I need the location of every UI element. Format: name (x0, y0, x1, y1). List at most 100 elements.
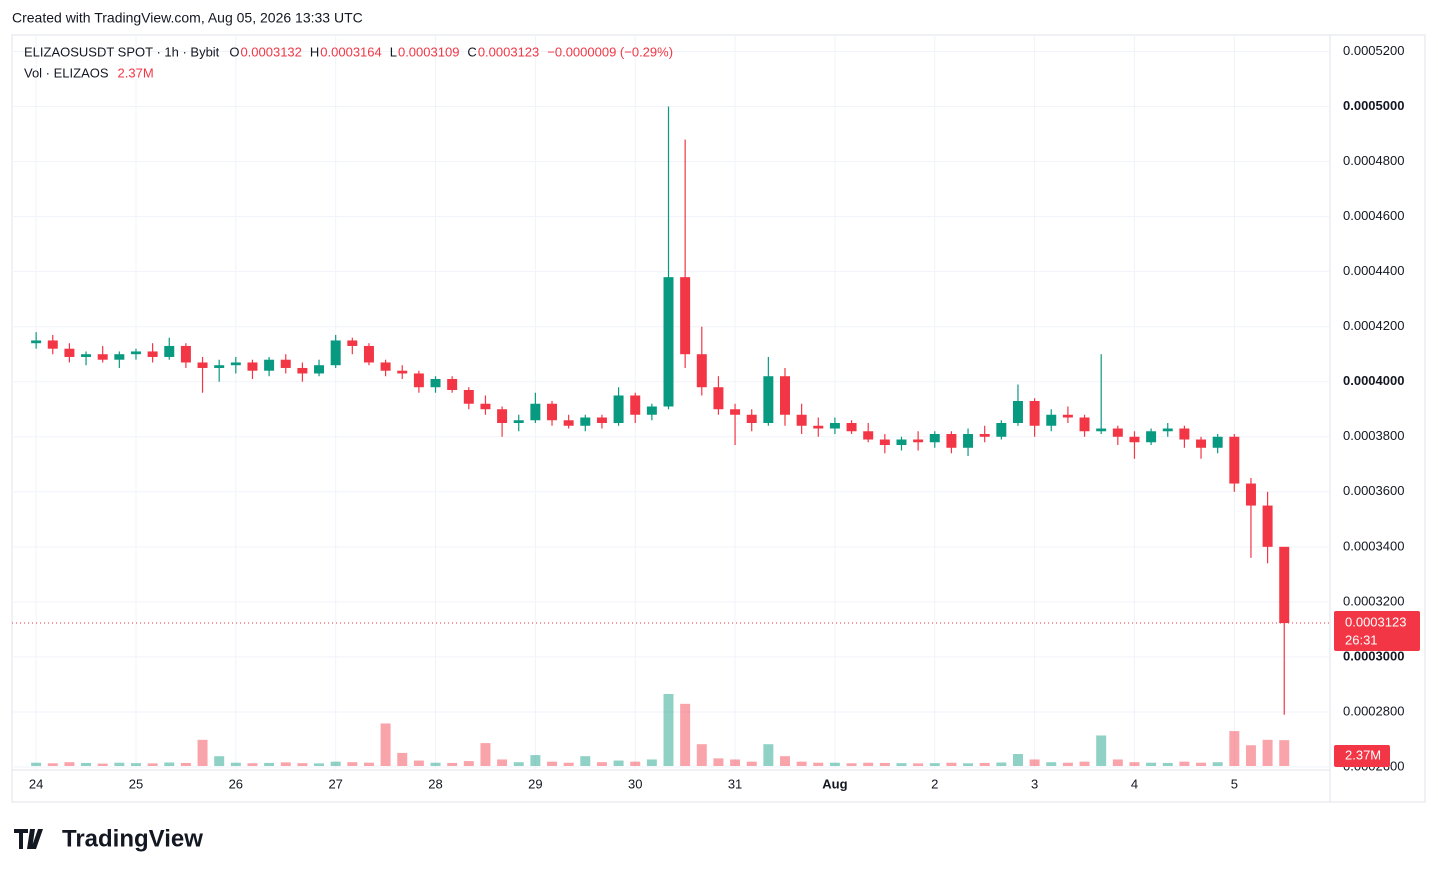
candle-body (713, 387, 724, 410)
volume-name: Vol · ELIZAOS (24, 65, 109, 80)
candle-body (363, 345, 374, 363)
plot-area (12, 35, 1330, 770)
candle-body (530, 403, 541, 421)
candle-body (863, 431, 874, 440)
volume-bar (31, 762, 42, 766)
volume-bar (1229, 731, 1240, 766)
footer-credit: Created with TradingView.com, Aug 05, 20… (12, 10, 363, 26)
candle-body (1046, 414, 1057, 426)
x-tick-label: 4 (1131, 776, 1138, 791)
volume-bar (1079, 761, 1090, 766)
volume-bar (164, 762, 175, 766)
volume-bar (114, 762, 125, 766)
chart-frame (11, 34, 1426, 803)
volume-bar (996, 762, 1007, 766)
candle-body (1096, 428, 1107, 432)
x-tick-label: 2 (931, 776, 938, 791)
volume-bar (963, 763, 974, 766)
candle-body (47, 340, 58, 349)
candle-body (31, 340, 42, 344)
candle-body (580, 417, 591, 426)
candle-body (896, 439, 907, 446)
candle-body (1212, 436, 1223, 448)
logo: TradingView (14, 825, 203, 852)
volume-bar (247, 763, 258, 766)
candle-body (1162, 428, 1173, 432)
candle-body (164, 345, 175, 357)
volume-bar (1245, 745, 1256, 766)
candle-body (680, 277, 691, 355)
volume-bar (563, 762, 574, 766)
volume-bar (1196, 762, 1207, 766)
volume-bar (1279, 740, 1290, 766)
candle-body (463, 389, 474, 404)
candle-body (147, 351, 158, 357)
volume-value: 2.37M (118, 65, 154, 80)
candle-body (979, 434, 990, 437)
volume-badge (1334, 745, 1390, 767)
logo-text: TradingView (62, 825, 203, 852)
volume-bar (180, 762, 191, 766)
candle-body (314, 365, 325, 374)
x-tick-label: 5 (1231, 776, 1238, 791)
volume-bar (1212, 762, 1223, 766)
candle-body (1029, 400, 1040, 426)
candle-body (230, 362, 241, 366)
candle-body (330, 340, 341, 366)
volume-bar (913, 763, 924, 766)
price-badge-value: 0.0003123 (1345, 614, 1406, 629)
y-tick-label: 0.0002800 (1343, 703, 1404, 718)
candle-body (1279, 546, 1290, 624)
price-badge-countdown: 26:31 (1345, 632, 1378, 647)
ohlc-value: 0.0003109 (398, 44, 459, 59)
candle-body (447, 378, 458, 390)
volume-bar (946, 762, 957, 766)
volume-bar (746, 761, 757, 766)
candle-body (180, 345, 191, 363)
volume-bar (929, 763, 940, 766)
volume-badge-value: 2.37M (1345, 747, 1381, 762)
volume-bar (363, 762, 374, 766)
y-tick-label: 0.0003000 (1343, 648, 1404, 663)
y-tick-label: 0.0005200 (1343, 43, 1404, 58)
candle-body (247, 362, 258, 371)
x-tick-label: 27 (328, 776, 342, 791)
candle-body (280, 359, 291, 368)
volume-bar (380, 723, 391, 766)
volume-bar (763, 744, 774, 766)
volume-bar (413, 760, 424, 766)
candle-body (946, 434, 957, 448)
change-label: −0.0000009 (−0.29%) (547, 44, 673, 59)
candle-body (879, 439, 890, 446)
volume-bar (829, 762, 840, 766)
volume-bar (1112, 759, 1123, 766)
symbol-title: ELIZAOSUSDT SPOT · 1h · Bybit (24, 44, 220, 59)
candle-body (1245, 483, 1256, 506)
volume-bar (347, 762, 358, 766)
candle-body (264, 359, 275, 371)
volume-bar (580, 756, 591, 766)
volume-bar (297, 763, 308, 766)
candle-body (347, 340, 358, 346)
volume-bar (397, 752, 408, 766)
legend: ELIZAOSUSDT SPOT · 1h · Bybit O 0.0003132 H… (24, 44, 673, 80)
x-tick-label: 31 (728, 776, 742, 791)
volume-bar (547, 761, 558, 766)
candle-body (613, 395, 624, 424)
candle-body (380, 362, 391, 371)
candle-body (596, 417, 607, 424)
candle-body (1129, 436, 1140, 443)
candle-body (796, 414, 807, 426)
candle-body (929, 434, 940, 443)
volume-bar (147, 763, 158, 766)
volume-bar (264, 762, 275, 766)
candle-body (829, 423, 840, 429)
ohlc-value: 0.0003123 (478, 44, 539, 59)
volume-bar (846, 763, 857, 766)
y-tick-label: 0.0004800 (1343, 153, 1404, 168)
y-tick-label: 0.0003800 (1343, 428, 1404, 443)
y-tick-label: 0.0005000 (1343, 98, 1404, 113)
volume-bar (314, 763, 325, 766)
volume-bar (1146, 762, 1157, 766)
volume-bar (696, 744, 707, 766)
